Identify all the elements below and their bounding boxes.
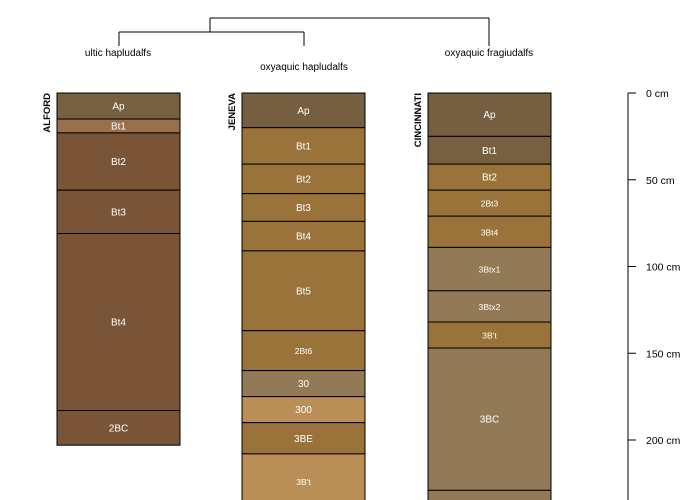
- horizon-label: 300: [295, 405, 312, 416]
- horizon-3b-t: [241, 453, 366, 500]
- horizon-unnamed: [427, 489, 552, 500]
- horizon-30: [241, 370, 366, 398]
- depth-tick-label: 50 cm: [646, 175, 675, 187]
- horizon-bt1: [427, 135, 552, 165]
- horizon-label: Bt4: [111, 318, 126, 329]
- dendrogram: [118, 17, 490, 46]
- horizon-label: 3BC: [480, 415, 499, 426]
- horizon-3b-t: [427, 321, 552, 349]
- horizon-label: Bt2: [296, 174, 311, 185]
- horizon-label: Ap: [112, 102, 125, 113]
- horizon-label: 30: [298, 379, 310, 390]
- horizon-label: 3Btx1: [479, 265, 501, 275]
- horizon-label: 2Bt6: [295, 346, 313, 356]
- horizon-label: 3Bt4: [481, 227, 499, 237]
- horizon-label: 2BC: [109, 423, 128, 434]
- horizon-label: Bt1: [482, 146, 497, 157]
- horizon-ap: [241, 92, 366, 129]
- horizon-label: Bt3: [111, 207, 126, 218]
- depth-tick-label: 150 cm: [646, 348, 681, 360]
- horizon-ap: [427, 92, 552, 137]
- dendrogram-label-oxyaquic-hapludalfs: oxyaquic hapludalfs: [260, 62, 348, 73]
- horizon-3bt4: [427, 215, 552, 248]
- horizon-2bt6: [241, 330, 366, 372]
- horizon-3be: [241, 422, 366, 455]
- horizon-2bt3: [427, 189, 552, 217]
- profile-column-cincinnati: Ap Bt1 Bt2 2Bt3 3Bt4 3Btx1 3Btx2 3B't 3BC: [427, 92, 552, 500]
- profile-name-alford: ALFORD: [42, 93, 53, 133]
- depth-tick-label: 100 cm: [646, 262, 681, 274]
- horizon-label: Ap: [483, 110, 496, 121]
- horizon-label: 3B't: [482, 331, 497, 341]
- horizon-label: Bt4: [296, 232, 311, 243]
- horizon-2bc: [56, 410, 181, 446]
- horizon-label: 3BE: [294, 434, 313, 445]
- depth-tick-label: 0 cm: [646, 88, 669, 100]
- horizon-label: Ap: [297, 106, 310, 117]
- horizon-3btx1: [427, 246, 552, 292]
- horizon-300: [241, 396, 366, 424]
- depth-axis: 0 cm 50 cm 100 cm 150 cm 200 cm: [627, 88, 681, 500]
- horizon-label: Bt2: [111, 157, 126, 168]
- profile-column-alford: Ap Bt1 Bt2 Bt3 Bt4 2BC: [56, 92, 181, 446]
- horizon-bt5: [241, 250, 366, 332]
- horizon-bt2: [241, 163, 366, 195]
- horizon-bt2: [427, 163, 552, 191]
- horizon-3bc: [427, 347, 552, 491]
- horizon-label: Bt2: [482, 173, 497, 184]
- horizon-bt3: [241, 193, 366, 222]
- horizon-columns: Ap Bt1 Bt2 Bt3 Bt4 2BC Ap Bt1 Bt2 Bt3 Bt4 Bt5 2Bt6 30…: [56, 92, 552, 500]
- horizon-label: 3Btx2: [479, 302, 501, 312]
- depth-tick-label: 200 cm: [646, 435, 681, 447]
- horizon-label: Bt3: [296, 203, 311, 214]
- horizon-label: 2Bt3: [481, 199, 499, 209]
- horizon-label: Bt1: [296, 141, 311, 152]
- horizon-label: Bt1: [111, 121, 126, 132]
- horizon-bt1: [241, 127, 366, 165]
- dendrogram-label-ultic: ultic hapludalfs: [85, 48, 151, 59]
- horizon-label: 3B't: [296, 477, 311, 487]
- horizon-label: Bt5: [296, 286, 311, 297]
- dendrogram-label-oxyaquic-fragiudalfs: oxyaquic fragiudalfs: [445, 48, 533, 59]
- profile-column-jeneva: Ap Bt1 Bt2 Bt3 Bt4 Bt5 2Bt6 30 300 3BE 3B't: [241, 92, 366, 500]
- profile-name-jeneva: JENEVA: [227, 93, 238, 130]
- profile-name-cincinnati: CINCINNATI: [413, 93, 424, 147]
